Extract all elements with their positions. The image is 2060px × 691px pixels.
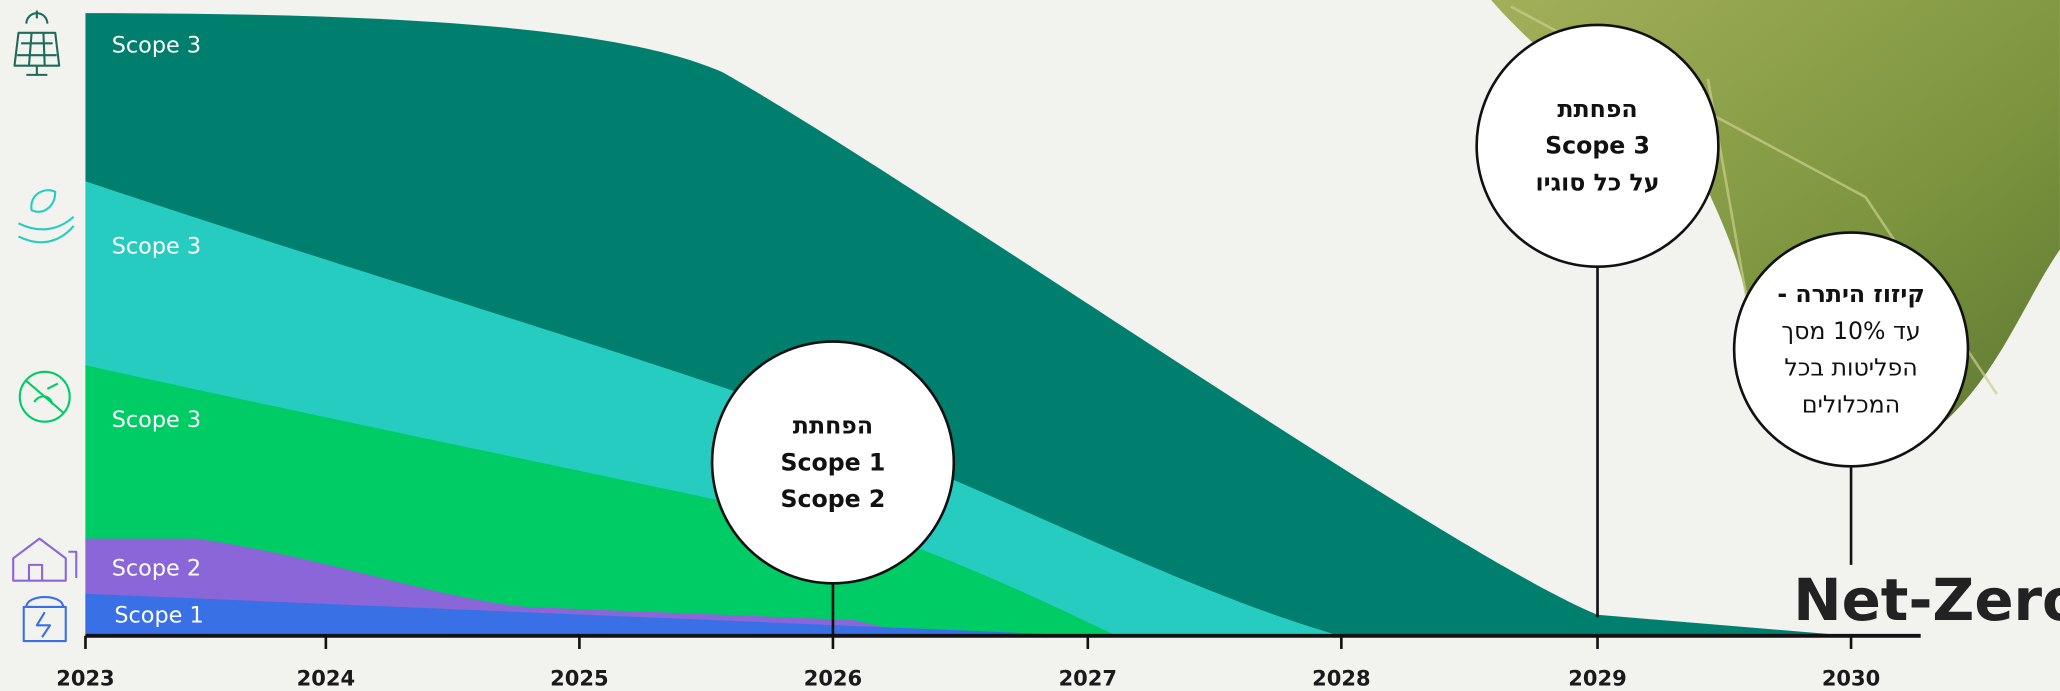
callout-line: עד 10% מסך	[1781, 317, 1920, 345]
band-label: Scope 1	[114, 603, 203, 629]
band-label: Scope 2	[112, 555, 201, 581]
net-zero: Net-Zero	[1793, 566, 2060, 634]
year-label: 2027	[1059, 666, 1117, 691]
icons	[12, 10, 78, 643]
area-scope1	[85, 593, 1091, 636]
callout-line: המכלולים	[1802, 390, 1900, 418]
callout-circles	[710, 23, 1970, 585]
callout-line: על כל סוגיו	[1536, 168, 1660, 196]
band-label: Scope 3	[112, 407, 201, 433]
callout-line: Scope 3	[1545, 132, 1650, 160]
callout-line: קיזוז היתרה -	[1777, 280, 1924, 308]
year-label: 2023	[56, 666, 114, 691]
callout-line: הפחתת	[1557, 95, 1637, 123]
year-label: 2028	[1312, 666, 1370, 691]
band-label: Scope 3	[112, 33, 201, 59]
callout-line: הפליטות בכל	[1784, 354, 1917, 382]
callout-stems	[831, 262, 1853, 636]
callout-line: Scope 1	[781, 448, 886, 476]
year-label: 2030	[1822, 666, 1880, 691]
callout-line: הפחתת	[793, 412, 873, 440]
callout-line: Scope 2	[781, 485, 886, 513]
year-label: 2025	[550, 666, 608, 691]
year-label: 2024	[297, 666, 355, 691]
band-label: Scope 3	[112, 234, 201, 260]
year-label: 2026	[804, 666, 862, 691]
year-label: 2029	[1568, 666, 1626, 691]
